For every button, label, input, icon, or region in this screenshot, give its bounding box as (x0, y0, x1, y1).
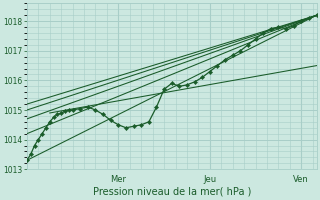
X-axis label: Pression niveau de la mer( hPa ): Pression niveau de la mer( hPa ) (92, 187, 251, 197)
